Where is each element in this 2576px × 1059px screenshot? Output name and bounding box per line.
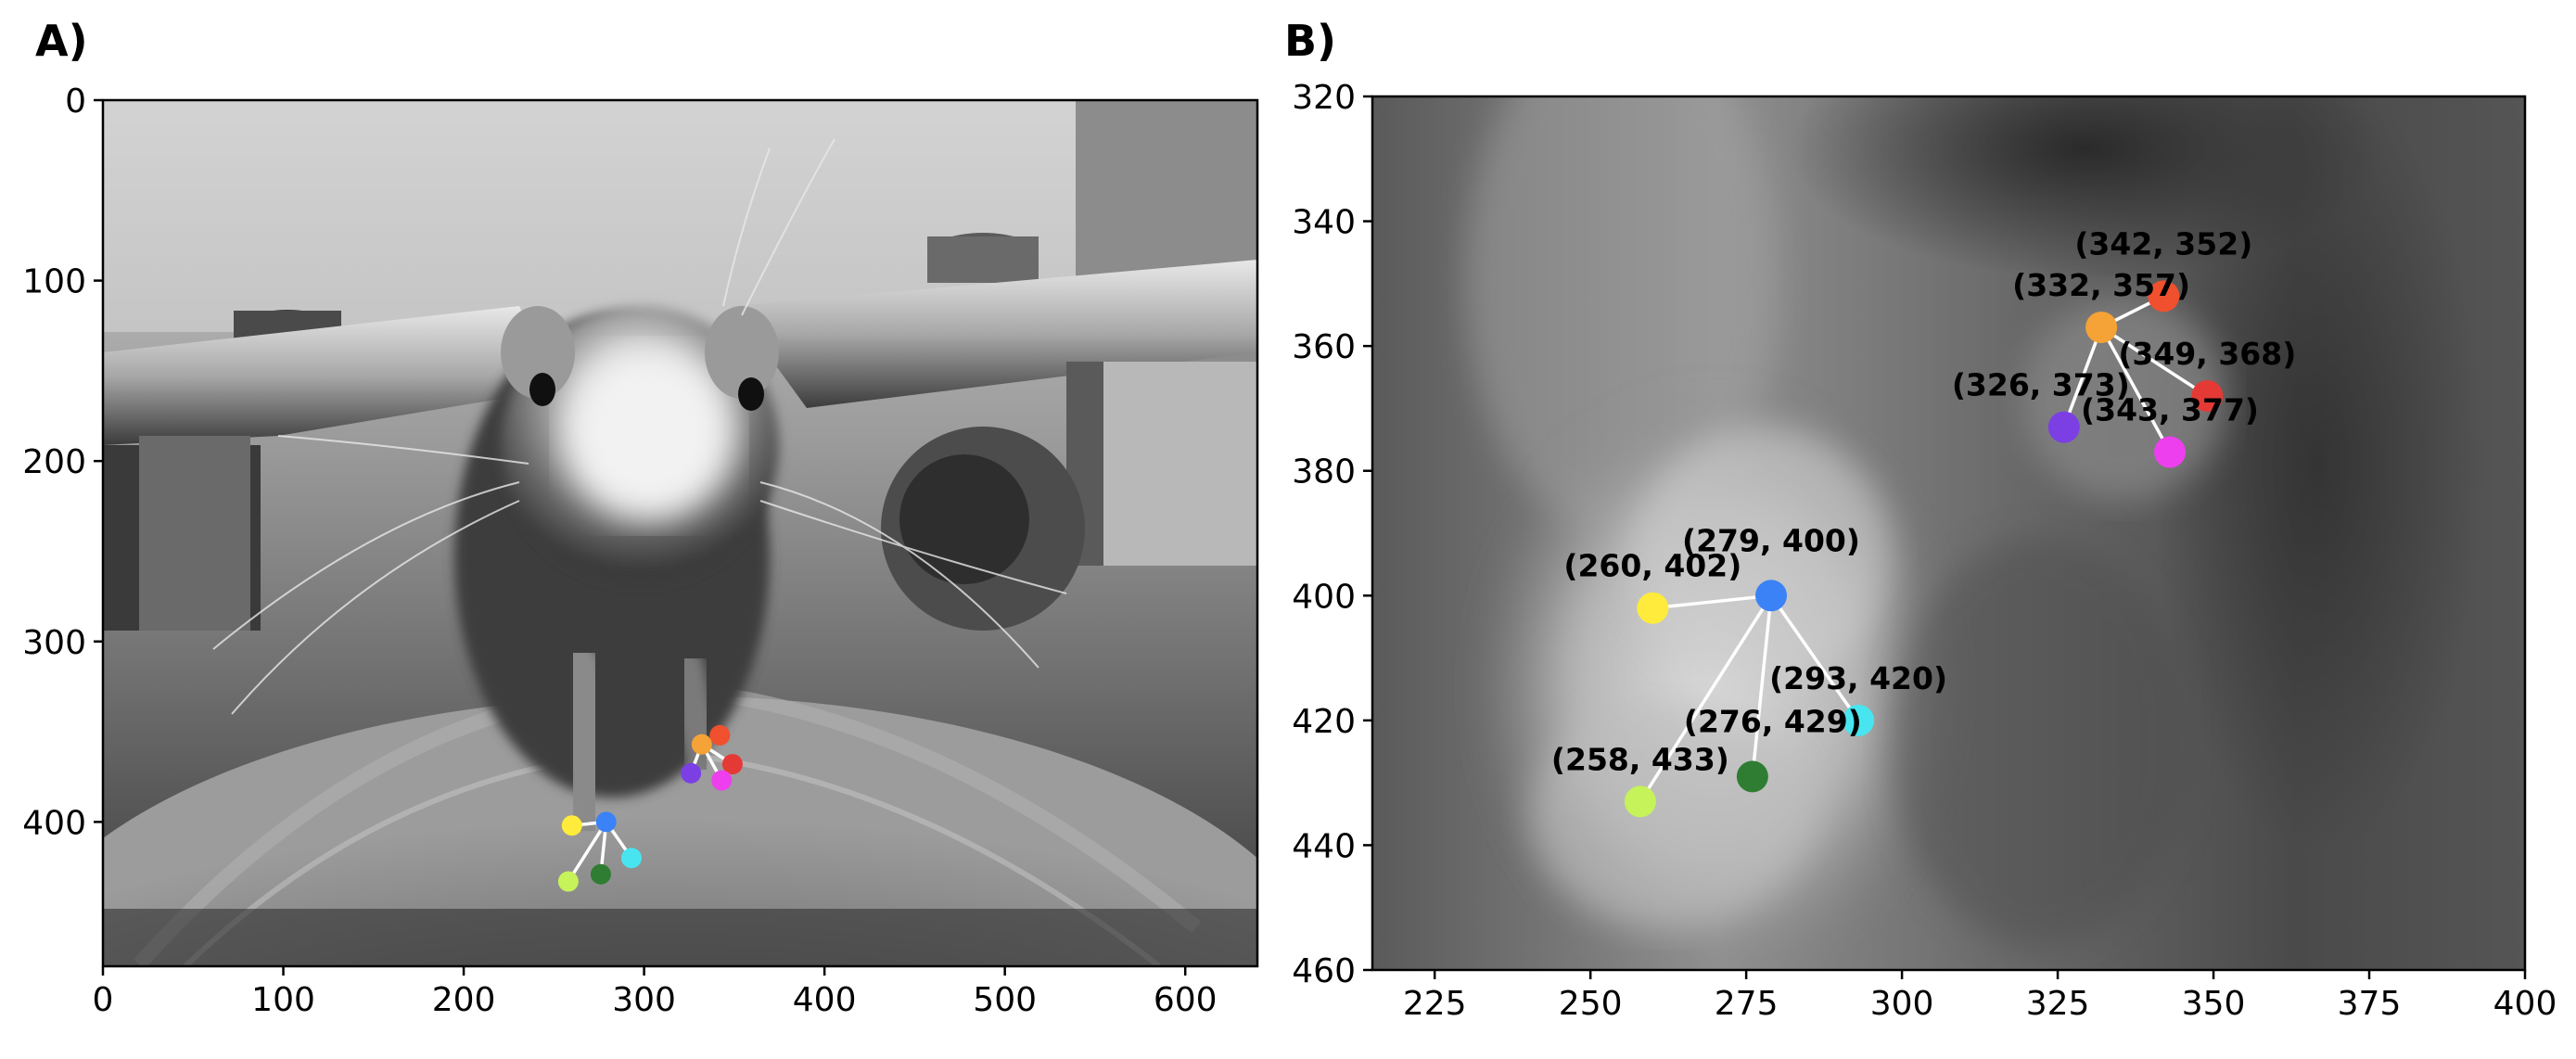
panel-a-ytick-label: 400 — [22, 804, 86, 842]
panel-b-ytick-label: 460 — [1292, 952, 1356, 990]
panel-a-y-axis: 0 100 200 300 400 — [22, 83, 103, 842]
panel-a-ytick-label: 100 — [22, 263, 86, 301]
panel-b-keypoint-label-p2: (258, 433) — [1551, 741, 1729, 777]
panel-b-ytick-label: 320 — [1292, 79, 1356, 117]
panel-b-keypoint-label-pw: (279, 400) — [1682, 522, 1860, 558]
panel-b-keypoint-label-p3: (276, 429) — [1684, 703, 1862, 739]
panel-b-xtick-label: 375 — [2338, 985, 2402, 1023]
panel-b-skeleton-edge — [1651, 593, 1773, 610]
panel-a-label: A) — [35, 16, 88, 66]
panel-b-keypoint-q1 — [2148, 280, 2180, 313]
panel-b-x-axis: 225 250 275 300 325 350 375 400 — [1403, 970, 2557, 1023]
panel-b-keypoint-label-q4: (343, 377) — [2081, 392, 2259, 428]
panel-b-ytick-label: 400 — [1292, 578, 1356, 616]
panel-b-ytick-label: 440 — [1292, 827, 1356, 865]
panel-a-keypoint-q2 — [721, 754, 743, 775]
panel-b-ytick-label: 340 — [1292, 204, 1356, 242]
panel-b-frame — [1371, 95, 2527, 972]
panel-b-keypoint-p2 — [1624, 785, 1656, 818]
panel-b-ytick-label: 420 — [1292, 703, 1356, 741]
panel-b-keypoint-q4 — [2154, 436, 2187, 468]
panel-b-keypoint-p1 — [1637, 592, 1669, 624]
panel-b-ytick-label: 380 — [1292, 453, 1356, 491]
panel-a-xtick-label: 500 — [973, 981, 1037, 1019]
panel-a-keypoints — [557, 724, 743, 892]
panel-b-xtick-label: 350 — [2182, 985, 2246, 1023]
panel-b-skeleton-edge — [2099, 325, 2172, 454]
panel-b-xtick-label: 225 — [1403, 985, 1467, 1023]
panel-b-skeleton-edge — [1769, 593, 1860, 722]
panel-b-keypoint-q2 — [2191, 379, 2224, 412]
panel-a-keypoint-p3 — [590, 863, 611, 885]
panel-a-frame — [101, 98, 1259, 968]
panel-a-xtick-label: 0 — [93, 981, 114, 1019]
panel-a-ytick-label: 0 — [65, 83, 86, 121]
panel-b-xtick-label: 300 — [1870, 985, 1934, 1023]
panel-b-keypoint-pw — [1755, 580, 1788, 612]
panel-b-keypoint-q3 — [2047, 411, 2080, 443]
panel-a-keypoint-q1 — [709, 724, 731, 746]
panel-b-keypoint-labels: (279, 400)(260, 402) (258, 433)(276, 429)… — [1551, 225, 2296, 777]
panel-b-keypoint-qw — [2085, 311, 2118, 343]
panel-b-label: B) — [1284, 16, 1336, 66]
panel-a-skeleton-edge — [567, 820, 608, 884]
panel-b-ytick-label: 360 — [1292, 328, 1356, 366]
panel-a-ytick-label: 300 — [22, 624, 86, 662]
panel-b-skeleton-edge — [1751, 593, 1773, 779]
panel-b-xtick-label: 325 — [2026, 985, 2090, 1023]
panel-b-photo — [1372, 96, 2525, 970]
panel-b-keypoint-label-q2: (349, 368) — [2118, 336, 2296, 372]
panel-a-keypoint-q3 — [681, 762, 702, 784]
panel-a-keypoint-pw — [595, 811, 617, 833]
panel-b-keypoint-label-qw: (332, 357) — [2012, 267, 2190, 303]
panel-b-xtick-label: 275 — [1715, 985, 1779, 1023]
panel-a: A) — [22, 16, 1259, 1019]
panel-a-photo — [103, 100, 1257, 966]
panel-a-xtick-label: 300 — [612, 981, 676, 1019]
panel-a-keypoint-q4 — [711, 770, 733, 791]
panel-a-xtick-label: 400 — [793, 981, 857, 1019]
panel-a-keypoint-qw — [691, 734, 712, 755]
panel-a-keypoint-p1 — [561, 815, 582, 836]
panel-b-xtick-label: 400 — [2493, 985, 2557, 1023]
panel-a-xtick-label: 200 — [432, 981, 496, 1019]
panel-a-keypoint-p2 — [557, 871, 579, 892]
panel-b-keypoint-label-p1: (260, 402) — [1563, 548, 1741, 584]
panel-b-keypoint-label-q1: (342, 352) — [2074, 225, 2252, 262]
panel-b-keypoint-label-p4: (293, 420) — [1769, 660, 1947, 696]
panel-b-xtick-label: 250 — [1559, 985, 1623, 1023]
panel-b-skeleton-edge — [1639, 593, 1773, 804]
panel-b-skeleton — [1639, 294, 2210, 804]
panel-a-xtick-label: 100 — [251, 981, 315, 1019]
panel-b-keypoint-label-q3: (326, 373) — [1952, 367, 2130, 403]
panel-b-skeleton-edge — [2062, 325, 2103, 429]
panel-b-keypoint-p3 — [1736, 760, 1768, 793]
panel-b-keypoints — [1624, 280, 2224, 818]
panel-a-x-axis: 0 100 200 300 400 500 600 — [93, 966, 1218, 1019]
panel-a-keypoint-p4 — [620, 848, 642, 869]
panel-b: B) (279, 400)(260, 402) (258, 433)(276, 4… — [1284, 16, 2557, 1023]
panel-b-y-axis: 320 340 360 380 400 420 440 460 — [1292, 79, 1372, 990]
panel-b-keypoint-p4 — [1843, 704, 1875, 736]
panel-a-ytick-label: 200 — [22, 443, 86, 481]
panel-b-skeleton-edge — [2099, 325, 2210, 398]
panel-a-xtick-label: 600 — [1154, 981, 1218, 1019]
